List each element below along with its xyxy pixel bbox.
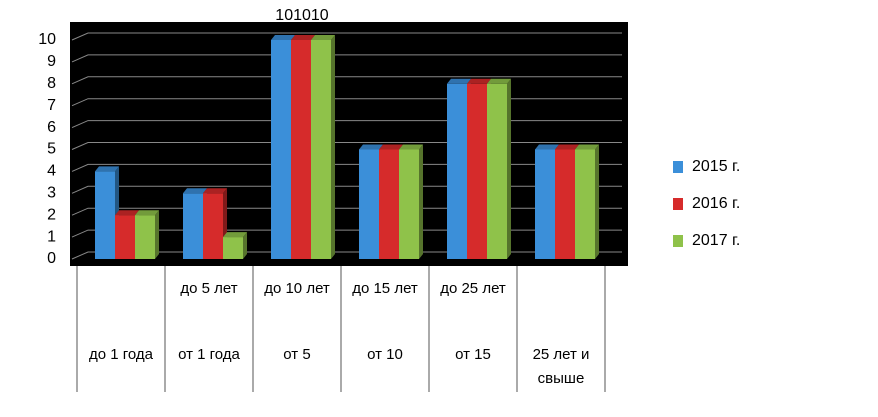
- bar-face: [203, 188, 227, 194]
- bar-face: [487, 78, 511, 84]
- x-tick-top-label: до 5 лет: [180, 280, 238, 297]
- grid-line: [71, 54, 622, 63]
- bar-face: [447, 78, 471, 84]
- bar-face: [555, 144, 579, 150]
- bar-face: [271, 35, 295, 40]
- bar-face: [399, 144, 423, 150]
- y-tick-label: 9: [47, 53, 56, 70]
- bar: [575, 144, 599, 259]
- x-tick-label: от 1 года: [178, 346, 240, 363]
- bar-face: [467, 83, 487, 259]
- bar-face: [223, 237, 243, 259]
- bar-face: [331, 35, 335, 259]
- legend-swatch: [673, 198, 683, 210]
- legend-label: 2017 г.: [692, 232, 740, 249]
- y-tick-label: 2: [47, 206, 56, 223]
- bar: [487, 78, 511, 259]
- y-tick-label: 4: [47, 163, 56, 180]
- x-tick-label: до 1 года: [88, 346, 154, 363]
- grid-line: [71, 251, 622, 260]
- grid-line: [71, 120, 622, 129]
- bar-face: [135, 215, 155, 259]
- bar-face: [487, 83, 507, 259]
- grid-line: [71, 207, 622, 216]
- legend-label: 2015 г.: [692, 158, 740, 175]
- y-tick-label: 3: [47, 185, 56, 202]
- bar-face: [223, 232, 247, 238]
- bar-face: [243, 232, 247, 259]
- bar: [135, 210, 159, 259]
- bar-face: [555, 149, 575, 259]
- bar-face: [115, 215, 135, 259]
- bar-face: [359, 149, 379, 259]
- bar: [399, 144, 423, 259]
- x-tick-label: 25 лет и свыше: [532, 346, 590, 387]
- bar-face: [399, 149, 419, 259]
- bar-face: [311, 40, 331, 259]
- y-tick-label: 8: [47, 75, 56, 92]
- bar: [311, 35, 335, 259]
- bar-face: [507, 78, 511, 259]
- bar-face: [467, 78, 491, 84]
- legend-swatch: [673, 235, 683, 247]
- grid-line: [71, 163, 622, 172]
- bar-face: [595, 144, 599, 259]
- grid-line: [71, 76, 622, 85]
- annotation: 101010: [275, 7, 328, 24]
- x-tick-top-label: до 25 лет: [440, 280, 506, 297]
- grid-line: [71, 185, 622, 194]
- bar-face: [155, 210, 159, 259]
- y-tick-label: 7: [47, 97, 56, 114]
- bar-face: [575, 149, 595, 259]
- bar-face: [95, 166, 119, 172]
- legend-swatch: [673, 161, 683, 173]
- bar-face: [271, 40, 291, 259]
- bar-face: [575, 144, 599, 150]
- bar-face: [311, 35, 335, 40]
- x-tick-top-label: до 15 лет: [352, 280, 418, 297]
- y-tick-label: 5: [47, 141, 56, 158]
- y-tick-label: 1: [47, 228, 56, 245]
- bar-face: [291, 40, 311, 259]
- bar-face: [535, 149, 555, 259]
- bar-face: [379, 144, 403, 150]
- bar-face: [135, 210, 159, 216]
- bar-face: [183, 193, 203, 259]
- grid-line: [71, 229, 622, 238]
- grid-line: [71, 142, 622, 150]
- bar-face: [359, 144, 383, 150]
- bar-face: [203, 193, 223, 259]
- y-tick-label: 10: [38, 31, 56, 48]
- bar-face: [183, 188, 207, 194]
- y-tick-label: 0: [47, 250, 56, 267]
- x-tick-label: от 10: [367, 346, 403, 363]
- x-tick-label: от 15: [455, 346, 491, 363]
- bar-face: [115, 210, 139, 216]
- y-tick-label: 6: [47, 119, 56, 136]
- bar-face: [419, 144, 423, 259]
- x-tick-label: от 5: [283, 346, 311, 363]
- grid-line: [71, 98, 622, 107]
- x-tick-top-label: до 10 лет: [264, 280, 330, 297]
- bar-face: [535, 144, 559, 150]
- bar-face: [447, 83, 467, 259]
- bar-face: [291, 35, 315, 40]
- bar: [223, 232, 247, 259]
- bar-face: [379, 149, 399, 259]
- grid-line: [71, 32, 622, 41]
- legend-label: 2016 г.: [692, 195, 740, 212]
- bar-face: [95, 171, 115, 259]
